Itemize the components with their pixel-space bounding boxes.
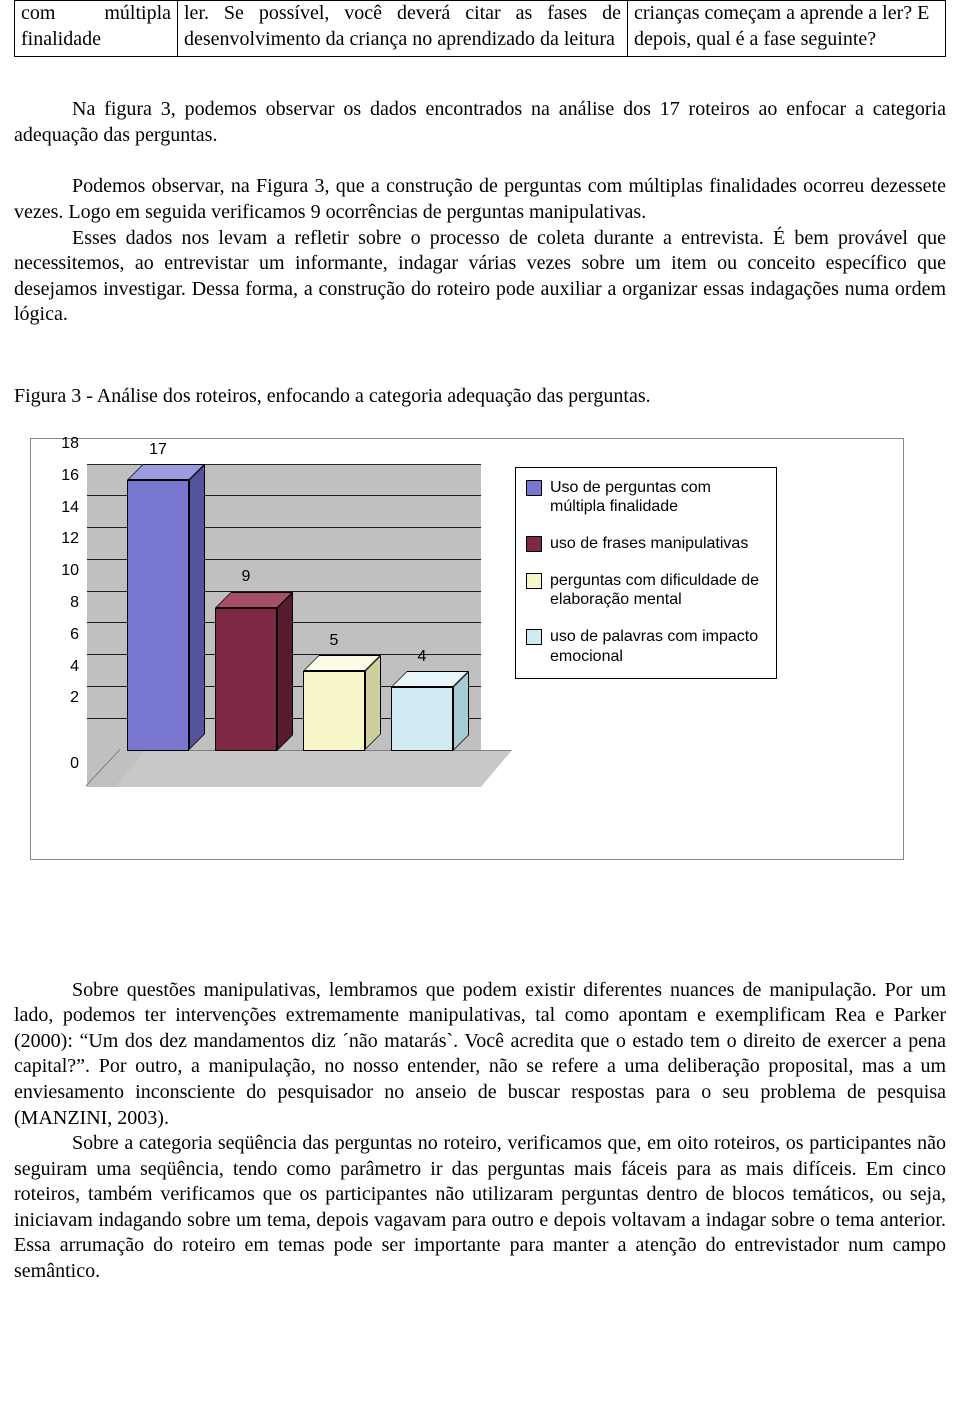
table-row: com múltipla finalidade ler. Se possível… [15,1,946,57]
y-tick-label: 2 [70,688,79,708]
bar-value-label: 4 [391,647,453,667]
bar-value-label: 9 [215,567,277,587]
classification-table: com múltipla finalidade ler. Se possível… [14,0,946,57]
legend-swatch [526,536,542,552]
y-tick-label: 18 [61,434,79,454]
table-cell-example: crianças começam a aprende a ler? E depo… [628,1,946,57]
paragraph: Esses dados nos levam a refletir sobre o… [14,226,946,328]
legend-label: uso de palavras com impacto emocional [550,627,766,665]
table-cell-description: ler. Se possível, você deverá citar as f… [178,1,628,57]
chart-wall-edge [86,749,122,787]
legend-item: uso de palavras com impacto emocional [526,627,766,665]
legend-label: uso de frases manipulativas [550,534,766,553]
y-tick-label: 6 [70,625,79,645]
legend-item: Uso de perguntas com múltipla finalidade [526,478,766,516]
legend-item: perguntas com dificuldade de elaboração … [526,571,766,609]
y-tick-label: 12 [61,529,79,549]
legend-label: perguntas com dificuldade de elaboração … [550,571,766,609]
paragraph: Sobre questões manipulativas, lembramos … [14,978,946,1132]
paragraph: Na figura 3, podemos observar os dados e… [14,97,946,148]
y-tick-label: 14 [61,497,79,517]
bar-value-label: 5 [303,631,365,651]
y-tick-label: 8 [70,593,79,613]
figure-3-chart: 02468101214161817954 Uso de perguntas co… [30,438,904,860]
chart-floor [115,750,512,787]
figure-caption: Figura 3 - Análise dos roteiros, enfocan… [14,384,946,410]
legend-swatch [526,573,542,589]
y-tick-label: 10 [61,561,79,581]
y-tick-label: 4 [70,656,79,676]
paragraph: Sobre a categoria seqüência das pergunta… [14,1131,946,1285]
legend-label: Uso de perguntas com múltipla finalidade [550,478,766,516]
y-tick-label: 16 [61,466,79,486]
bar-value-label: 17 [127,440,189,460]
legend-swatch [526,629,542,645]
y-tick-label: 0 [70,754,79,774]
paragraph: Podemos observar, na Figura 3, que a con… [14,174,946,225]
legend-item: uso de frases manipulativas [526,534,766,553]
legend-swatch [526,480,542,496]
chart-legend: Uso de perguntas com múltipla finalidade… [515,467,777,679]
table-cell-category: com múltipla finalidade [15,1,178,57]
